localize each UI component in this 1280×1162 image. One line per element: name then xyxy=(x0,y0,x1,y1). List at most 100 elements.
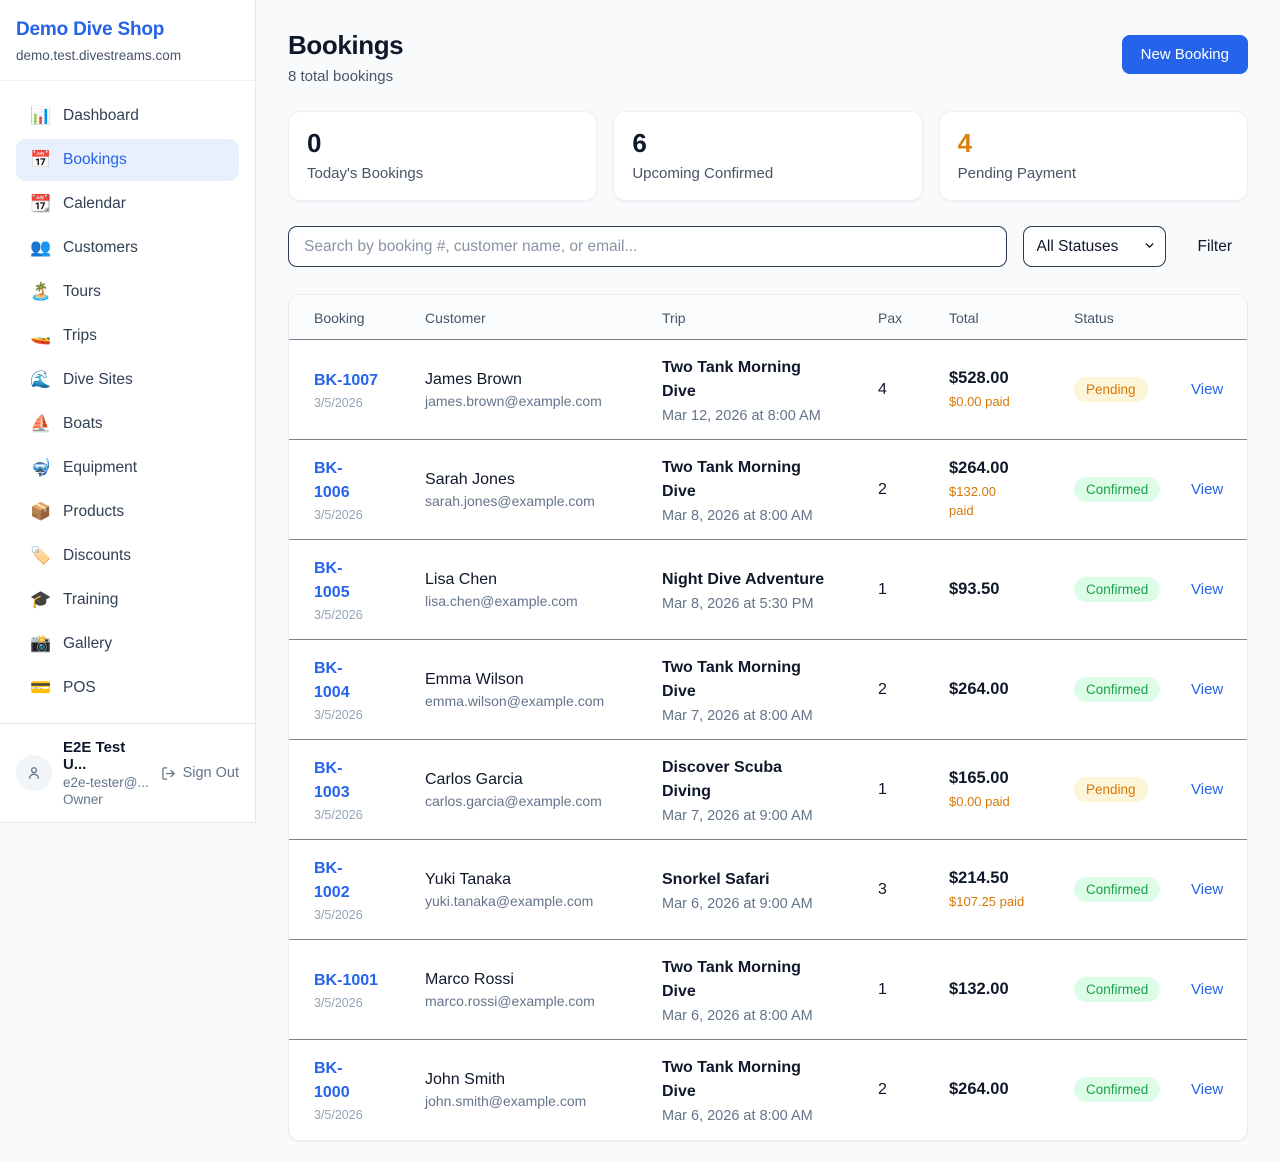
status-badge: Confirmed xyxy=(1074,877,1161,902)
tag-icon: 🏷️ xyxy=(30,546,52,565)
column-header-booking: Booking xyxy=(289,295,409,340)
customer-email: sarah.jones@example.com xyxy=(425,492,595,509)
person-icon xyxy=(28,767,40,779)
diving-mask-icon: 🤿 xyxy=(30,458,52,477)
speedboat-icon: 🚤 xyxy=(30,326,52,345)
booking-id-link[interactable]: BK- 1003 xyxy=(314,760,350,801)
page-header: Bookings 8 total bookings New Booking xyxy=(288,30,1248,85)
trip-name: Snorkel Safari xyxy=(662,870,770,888)
table-row: BK- 1000 3/5/2026 John Smith john.smith@e… xyxy=(289,1039,1247,1140)
sidebar-item-label: Gallery xyxy=(63,635,113,652)
new-booking-button[interactable]: New Booking xyxy=(1121,35,1248,74)
page-header-text: Bookings 8 total bookings xyxy=(288,30,404,85)
tear-off-calendar-icon: 📆 xyxy=(30,194,52,213)
view-link[interactable]: View xyxy=(1191,480,1224,498)
trip-time: Mar 8, 2026 at 5:30 PM xyxy=(662,595,814,612)
booking-date: 3/5/2026 xyxy=(314,908,363,922)
sign-out-button[interactable]: Sign Out xyxy=(161,765,239,781)
sidebar-item-discounts[interactable]: 🏷️ Discounts xyxy=(16,535,239,577)
stat-label: Pending Payment xyxy=(957,165,1077,182)
camera-icon: 📸 xyxy=(30,634,52,653)
view-link[interactable]: View xyxy=(1191,680,1224,698)
sidebar-nav: 📊 Dashboard 📅 Bookings 📆 Calendar 👥 Cust… xyxy=(0,81,255,721)
booking-id-link[interactable]: BK-1007 xyxy=(314,372,379,389)
pax-count: 3 xyxy=(878,880,887,898)
sidebar-item-pos[interactable]: 💳 POS xyxy=(16,667,239,709)
customer-name: Marco Rossi xyxy=(425,970,514,988)
booking-id-link[interactable]: BK- 1006 xyxy=(314,460,350,501)
booking-date: 3/5/2026 xyxy=(314,396,363,410)
booking-id-link[interactable]: BK- 1000 xyxy=(314,1060,350,1102)
trip-time: Mar 8, 2026 at 8:00 AM xyxy=(662,507,813,524)
brand: Demo Dive Shop demo.test.divestreams.com xyxy=(0,0,255,81)
column-header-total: Total xyxy=(933,295,1058,340)
sidebar-item-calendar[interactable]: 📆 Calendar xyxy=(16,183,239,225)
pax-count: 1 xyxy=(878,980,887,998)
view-link[interactable]: View xyxy=(1191,780,1224,798)
sidebar-item-trips[interactable]: 🚤 Trips xyxy=(16,315,239,357)
sidebar-item-label: Bookings xyxy=(63,151,127,168)
booking-id-link[interactable]: BK- 1005 xyxy=(314,560,350,601)
table-row: BK- 1003 3/5/2026 Carlos Garcia carlos.ga… xyxy=(289,739,1247,840)
page-subtitle: 8 total bookings xyxy=(288,68,394,85)
trip-time: Mar 12, 2026 at 8:00 AM xyxy=(662,407,821,424)
bookings-table: Booking Customer Trip Pax Total Status BK-100… xyxy=(289,295,1247,1140)
table-row: BK- 1002 3/5/2026 Yuki Tanaka yuki.tanaka… xyxy=(289,839,1247,940)
customer-name: John Smith xyxy=(425,1070,506,1088)
total-amount: $264.00 xyxy=(949,459,1009,477)
sidebar-item-customers[interactable]: 👥 Customers xyxy=(16,227,239,269)
column-header-customer: Customer xyxy=(409,295,646,340)
paid-amount: $107.25 paid xyxy=(949,893,1025,909)
status-select[interactable]: All Statuses xyxy=(1022,226,1166,267)
user-email: e2e-tester@... xyxy=(63,775,149,790)
sidebar-item-gallery[interactable]: 📸 Gallery xyxy=(16,623,239,665)
column-header-trip: Trip xyxy=(646,295,862,340)
status-badge: Confirmed xyxy=(1074,677,1161,702)
pax-count: 2 xyxy=(878,1080,887,1098)
booking-date: 3/5/2026 xyxy=(314,808,363,822)
view-link[interactable]: View xyxy=(1191,980,1224,998)
pax-count: 1 xyxy=(878,580,887,598)
customer-name: James Brown xyxy=(425,370,522,388)
view-link[interactable]: View xyxy=(1191,880,1224,898)
sidebar-item-equipment[interactable]: 🤿 Equipment xyxy=(16,447,239,489)
trip-time: Mar 7, 2026 at 9:00 AM xyxy=(662,807,813,824)
user-info: E2E Test U... e2e-tester@... Owner xyxy=(63,739,150,807)
sign-out-label: Sign Out xyxy=(182,765,239,781)
search-input[interactable] xyxy=(288,226,1007,267)
view-link[interactable]: View xyxy=(1191,380,1224,398)
total-amount: $264.00 xyxy=(949,680,1009,698)
sidebar-item-dive-sites[interactable]: 🌊 Dive Sites xyxy=(16,359,239,401)
table-row: BK- 1006 3/5/2026 Sarah Jones sarah.jones… xyxy=(289,439,1247,540)
sidebar-item-label: Trips xyxy=(63,327,97,344)
total-amount: $264.00 xyxy=(949,1080,1009,1099)
trip-time: Mar 6, 2026 at 8:00 AM xyxy=(662,1107,813,1124)
sidebar-item-dashboard[interactable]: 📊 Dashboard xyxy=(16,95,239,137)
status-badge: Confirmed xyxy=(1074,1077,1161,1103)
status-badge: Pending xyxy=(1074,777,1148,802)
sidebar-item-tours[interactable]: 🏝️ Tours xyxy=(16,271,239,313)
graduation-cap-icon: 🎓 xyxy=(30,590,52,609)
booking-id-link[interactable]: BK-1001 xyxy=(314,972,379,989)
view-link[interactable]: View xyxy=(1191,1080,1224,1098)
table-row: BK-1007 3/5/2026 James Brown james.brown… xyxy=(289,340,1247,440)
stat-label: Today's Bookings xyxy=(307,165,424,182)
sidebar-item-boats[interactable]: ⛵ Boats xyxy=(16,403,239,445)
booking-id-link[interactable]: BK- 1004 xyxy=(314,660,350,701)
customer-email: lisa.chen@example.com xyxy=(425,592,578,609)
filter-button[interactable]: Filter xyxy=(1182,238,1248,256)
sidebar-item-products[interactable]: 📦 Products xyxy=(16,491,239,533)
table-header: Booking Customer Trip Pax Total Status xyxy=(289,295,1247,340)
status-select-wrap: All Statuses xyxy=(1022,226,1166,267)
user-name: E2E Test U... xyxy=(63,739,126,773)
sidebar-item-bookings[interactable]: 📅 Bookings xyxy=(16,139,239,181)
total-amount: $165.00 xyxy=(949,768,1009,787)
pax-count: 4 xyxy=(878,380,887,398)
view-link[interactable]: View xyxy=(1191,580,1224,598)
trip-time: Mar 7, 2026 at 8:00 AM xyxy=(662,707,813,724)
booking-id-link[interactable]: BK- 1002 xyxy=(314,860,350,901)
sidebar-item-training[interactable]: 🎓 Training xyxy=(16,579,239,621)
trip-name: Two Tank Morning Dive xyxy=(662,458,801,500)
customer-email: yuki.tanaka@example.com xyxy=(425,892,594,909)
customer-email: james.brown@example.com xyxy=(425,392,602,409)
